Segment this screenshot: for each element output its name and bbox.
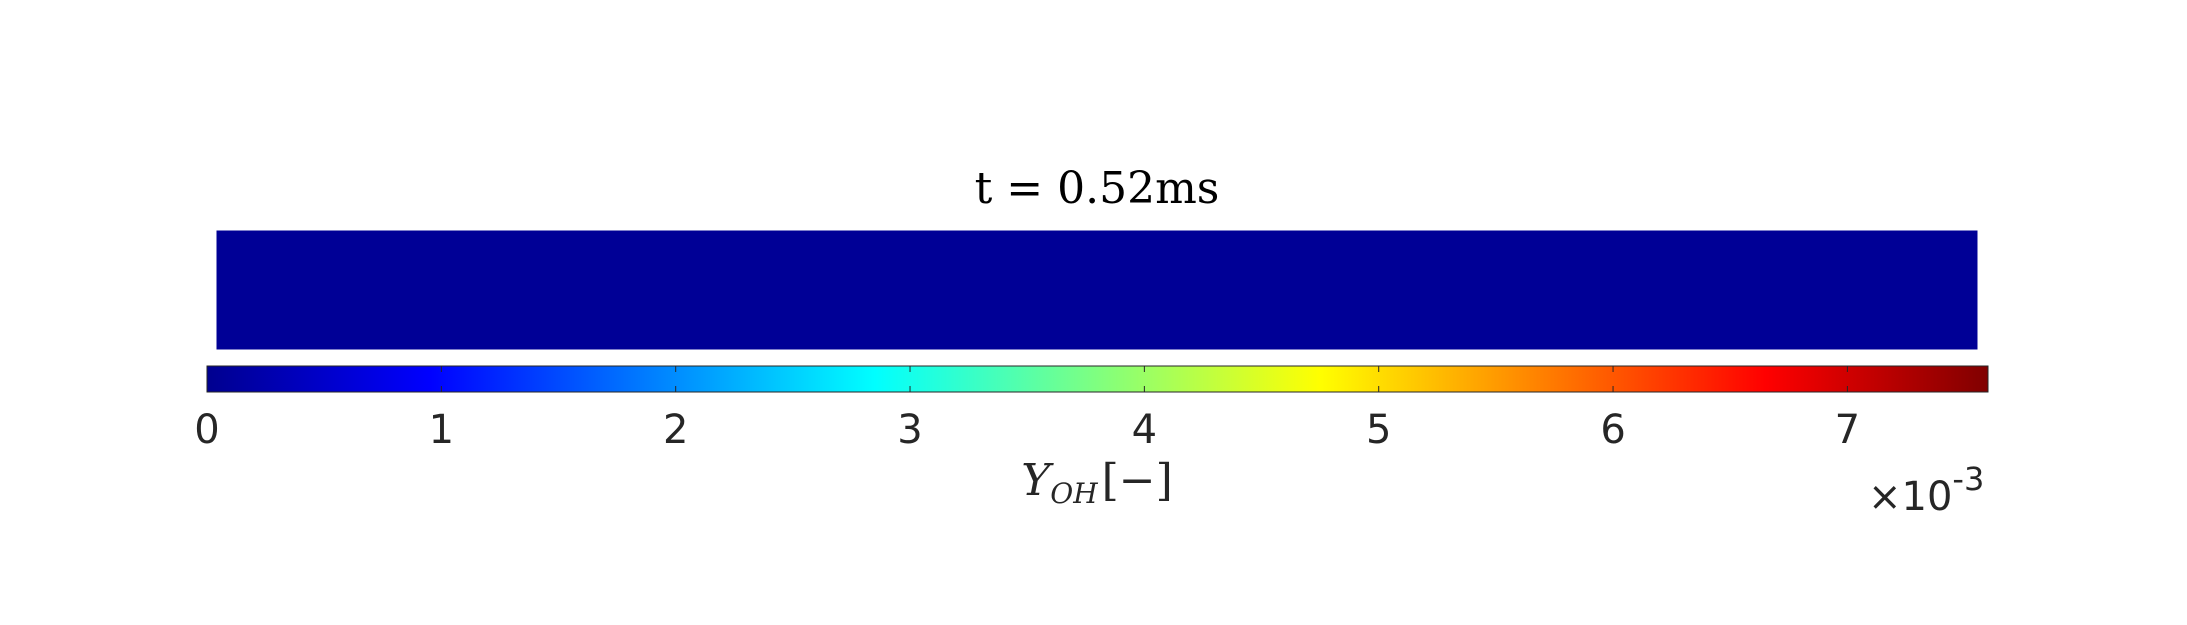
colorbar-label-unit: [−]: [1102, 455, 1173, 506]
chart-title: t = 0.52ms: [975, 163, 1220, 214]
colorbar-tick-label: 6: [1600, 407, 1625, 453]
colorbar-ticks: [206, 366, 1848, 392]
colorbar-tick-label: 3: [897, 407, 922, 453]
colorbar-tick-label: 2: [663, 407, 688, 453]
field-plot: [215, 229, 1979, 351]
colorbar-exponent: ×10-3: [1868, 460, 1984, 520]
colorbar-exponent-base: ×10: [1868, 474, 1952, 520]
colorbar-tick-label: 1: [429, 407, 454, 453]
colorbar-label: YOH[−]: [1021, 455, 1173, 510]
colorbar-tick-label: 0: [194, 407, 219, 453]
colorbar-label-main: Y: [1021, 455, 1054, 506]
colorbar-tick-label: 4: [1132, 407, 1157, 453]
colorbar-gradient: [206, 365, 1989, 393]
colorbar-tick-labels: 0 1 2 3 4 5 6 7: [194, 407, 1860, 453]
colorbar: 0 1 2 3 4 5 6 7: [194, 365, 1989, 453]
colorbar-tick-label: 5: [1366, 407, 1391, 453]
colorbar-tick-label: 7: [1835, 407, 1860, 453]
colorbar-exponent-power: -3: [1952, 460, 1984, 498]
colorbar-label-sub: OH: [1050, 477, 1098, 510]
